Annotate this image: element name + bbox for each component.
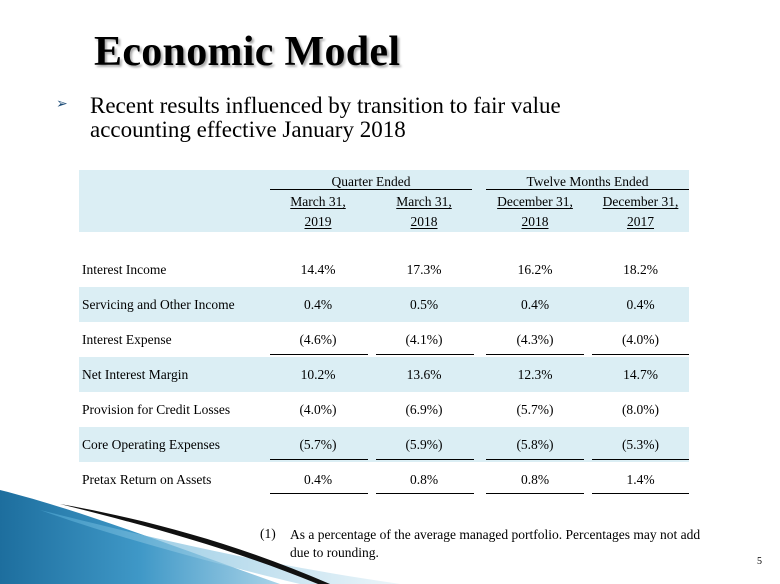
col-header-1-line2: 2019 [304,214,332,229]
row-label: Interest Income [82,262,167,277]
total-rule [270,493,368,494]
row-label: Net Interest Margin [82,367,189,382]
row-value: (4.0%) [299,402,337,417]
footnote-text: As a percentage of the average managed p… [290,527,701,560]
col-header-4-line1: December 31, [602,194,679,209]
subtotal-rule [592,459,689,460]
bullet-text: Recent results influenced by transition … [90,93,561,142]
row-label: Servicing and Other Income [82,297,235,312]
row-value: 10.2% [300,367,336,382]
slide-title: Economic Model [94,29,401,75]
row-value: (4.6%) [299,332,337,347]
total-rule [376,493,474,494]
row-value: 1.4% [626,472,655,487]
subtotal-rule [592,354,689,355]
row-value: (6.9%) [405,402,443,417]
row-value: 14.4% [300,262,336,277]
row-value: (5.7%) [299,437,337,452]
bullet-arrow-icon: ➢ [56,97,68,112]
col-header-2-line1: March 31, [396,194,452,209]
decorative-swoosh [0,490,400,584]
row-value: 14.7% [623,367,658,382]
row-value: 16.2% [517,262,553,277]
group-header-quarter-rule [270,189,472,190]
footnote-marker: (1) [260,526,276,541]
row-value: (5.9%) [405,437,443,452]
col-header-3-line1: December 31, [497,194,573,209]
group-header-twelve-months-rule [486,189,689,190]
row-band-servicing [79,287,689,322]
group-header-quarter: Quarter Ended [331,174,411,189]
subtotal-rule [486,459,584,460]
row-value: 0.4% [520,297,550,312]
row-value: 0.4% [626,297,655,312]
col-header-1-line1: March 31, [290,194,346,209]
row-value: (5.3%) [621,437,660,452]
subtotal-rule [270,354,368,355]
row-value: 18.2% [623,262,658,277]
row-value: (8.0%) [621,402,660,417]
row-value: 0.8% [520,472,550,487]
row-value: (5.8%) [516,437,554,452]
row-value: (5.7%) [516,402,554,417]
row-label: Core Operating Expenses [82,437,220,452]
row-value: (4.3%) [516,332,554,347]
row-value: 0.8% [409,472,439,487]
group-header-twelve-months: Twelve Months Ended [526,174,649,189]
row-label: Pretax Return on Assets [82,472,212,487]
subtotal-rule [270,459,368,460]
subtotal-rule [486,354,584,355]
col-header-4-line2: 2017 [627,214,654,229]
row-label: Interest Expense [82,332,172,347]
row-value: 0.5% [409,297,439,312]
col-header-3-line2: 2018 [521,214,549,229]
header-band [79,170,689,232]
row-value: 17.3% [406,262,442,277]
total-rule [486,493,584,494]
row-value: 0.4% [303,297,333,312]
page-number: 5 [757,556,762,567]
row-label: Provision for Credit Losses [82,402,231,417]
row-value: 0.4% [303,472,333,487]
subtotal-rule [376,459,474,460]
row-value: (4.0%) [621,332,660,347]
col-header-2-line2: 2018 [410,214,438,229]
total-rule [592,493,689,494]
row-value: (4.1%) [405,332,443,347]
subtotal-rule [376,354,474,355]
row-value: 13.6% [406,367,442,382]
row-value: 12.3% [517,367,553,382]
row-band-core-operating [79,427,689,462]
row-band-net-interest-margin [79,357,689,392]
